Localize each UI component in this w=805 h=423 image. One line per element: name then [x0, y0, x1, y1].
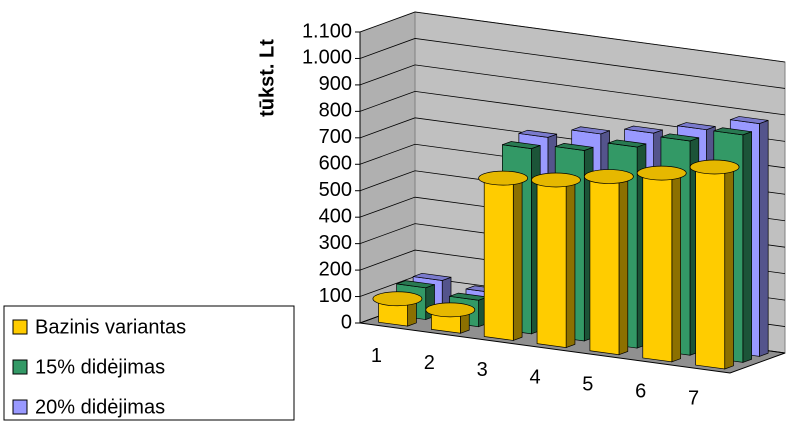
- x-tick-label: 6: [635, 381, 646, 403]
- y-tick-label: 1.000: [302, 47, 352, 69]
- bar-top: [518, 129, 557, 138]
- y-tick-label: 200: [319, 258, 352, 280]
- side-wall: [359, 11, 416, 324]
- bar-top: [425, 302, 476, 318]
- grid-line: [359, 11, 786, 63]
- bar: [695, 166, 726, 370]
- legend-swatch: [12, 319, 28, 335]
- bar: [642, 172, 673, 363]
- bar-top: [730, 116, 769, 124]
- grid-line: [359, 38, 786, 89]
- grid-line: [359, 90, 786, 142]
- legend: [3, 305, 295, 421]
- bar-top: [677, 122, 716, 131]
- grid-line: [359, 64, 786, 116]
- legend-label: Bazinis variantas: [35, 316, 186, 338]
- bar-top: [607, 139, 647, 148]
- x-tick-label: 3: [477, 359, 488, 381]
- bar: [483, 177, 514, 341]
- bar-top: [531, 172, 581, 188]
- y-tick-label: 400: [319, 205, 352, 227]
- x-tick-label: 5: [582, 373, 593, 395]
- bar-top: [478, 170, 529, 186]
- bar-top: [413, 272, 452, 281]
- bar-top: [689, 159, 740, 175]
- y-tick-label: 500: [319, 179, 352, 201]
- y-tick-label: 300: [319, 232, 352, 254]
- x-tick-label: 1: [371, 345, 382, 367]
- bar: [536, 179, 567, 348]
- bar-top: [555, 143, 594, 151]
- bar-top: [372, 291, 423, 307]
- bar-top: [583, 169, 634, 184]
- bar: [589, 175, 620, 356]
- bar-top: [624, 125, 663, 134]
- bar-top: [502, 141, 541, 149]
- y-tick-label: 1.100: [302, 20, 352, 42]
- y-tick-label: 100: [319, 285, 352, 307]
- bar-side: [618, 176, 629, 356]
- bar-top: [636, 165, 687, 181]
- bar-side: [759, 119, 769, 357]
- y-tick-label: 800: [319, 100, 352, 122]
- y-tick-label: 600: [319, 153, 352, 175]
- bar-top: [396, 280, 435, 289]
- legend-label: 20% didėjimas: [35, 396, 165, 418]
- y-tick-label: 0: [341, 311, 352, 333]
- x-tick-label: 7: [688, 388, 699, 410]
- bar-top: [571, 126, 610, 135]
- bar-side: [724, 166, 734, 370]
- bar-side: [742, 131, 753, 363]
- x-tick-label: 2: [424, 352, 435, 374]
- legend-swatch: [12, 359, 28, 375]
- bar-top: [660, 133, 699, 142]
- bar-side: [512, 177, 523, 341]
- y-axis-label: tūkst. Lt: [256, 39, 278, 117]
- y-tick-label: 900: [319, 73, 352, 95]
- y-tick-label: 700: [319, 126, 352, 148]
- bar-side: [671, 172, 682, 363]
- legend-label: 15% didėjimas: [35, 356, 165, 378]
- bar-side: [565, 179, 576, 349]
- bar-top: [713, 127, 752, 136]
- legend-swatch: [12, 399, 28, 415]
- x-tick-label: 4: [529, 366, 540, 388]
